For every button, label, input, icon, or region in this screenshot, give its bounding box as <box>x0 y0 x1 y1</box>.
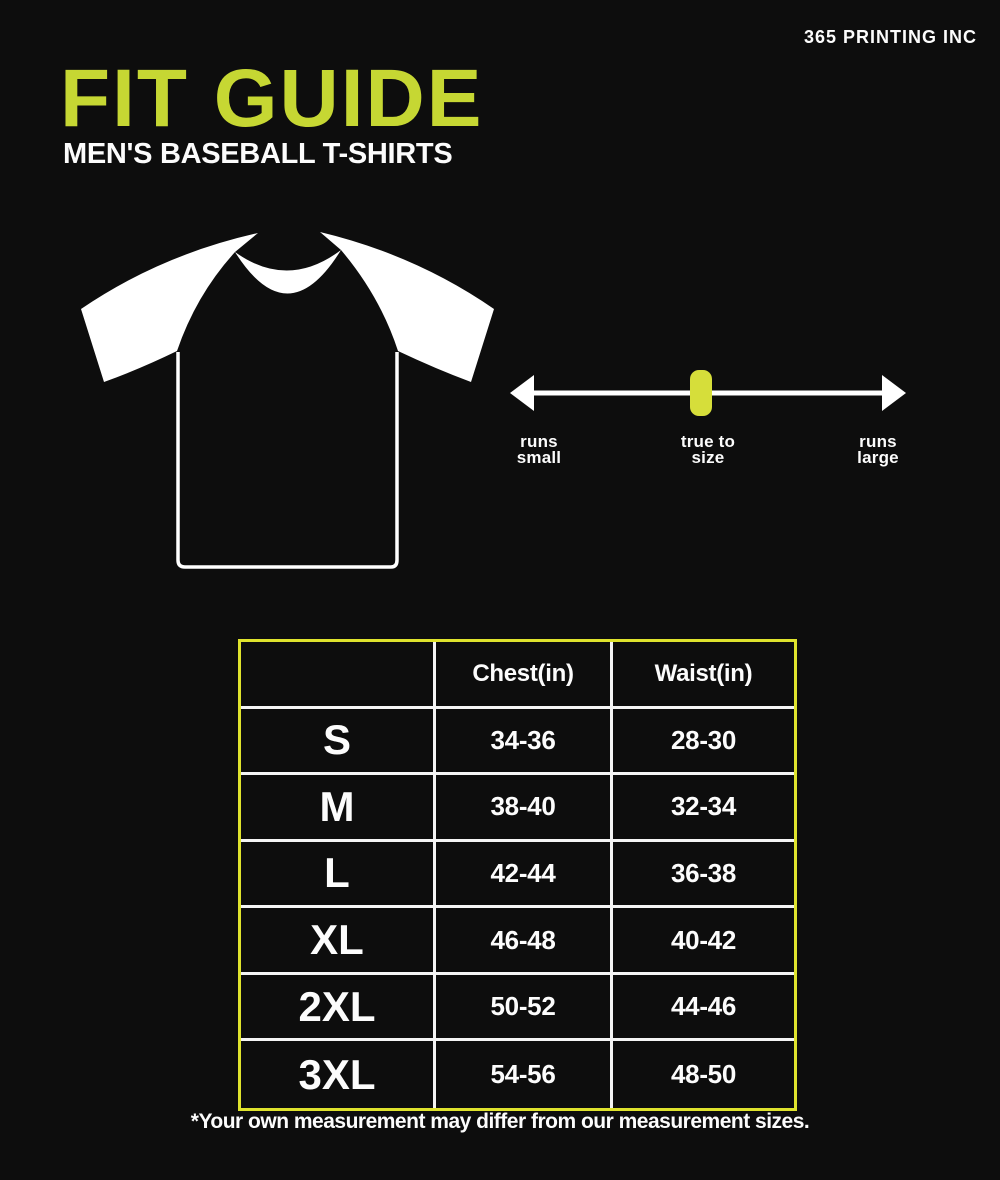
page-subtitle: MEN'S BASEBALL T-SHIRTS <box>63 138 453 170</box>
waist-cell: 48-50 <box>671 1059 736 1090</box>
tshirt-left-sleeve-icon <box>81 233 258 382</box>
scale-label-runs-small: runs small <box>516 432 562 467</box>
chest-cell: 42-44 <box>436 841 613 909</box>
chest-cell: 54-56 <box>436 1041 613 1108</box>
column-header-size <box>241 642 436 709</box>
arrow-left-icon <box>510 375 534 411</box>
chest-cell: 50-52 <box>436 974 613 1042</box>
scale-label-runs-large: runs large <box>857 432 899 467</box>
waist-cell: 36-38 <box>613 842 794 909</box>
waist-cell: 40-42 <box>613 908 794 975</box>
size-chart-table: Chest(in) Waist(in) S 34-36 28-30 M 38-4… <box>238 639 797 1111</box>
brand-name: 365 PRINTING INC <box>803 27 977 47</box>
size-cell: S <box>241 708 436 776</box>
tshirt-right-sleeve-icon <box>320 232 494 382</box>
size-cell: XL <box>241 908 436 975</box>
tshirt-body-outline <box>176 352 399 569</box>
page-title: FIT GUIDE <box>60 53 484 144</box>
size-cell: 2XL <box>241 974 436 1042</box>
measurement-disclaimer: *Your own measurement may differ from ou… <box>190 1110 810 1133</box>
scale-label-true-to-size: true to size <box>680 432 736 467</box>
size-cell: M <box>241 775 436 842</box>
waist-cell: 32-34 <box>613 775 794 842</box>
column-header-chest: Chest(in) <box>436 642 613 709</box>
fit-marker <box>690 370 712 416</box>
tshirt-collar-icon <box>235 250 341 294</box>
waist-cell: 28-30 <box>613 709 794 776</box>
baseball-tshirt-illustration <box>81 232 494 569</box>
chest-cell: 38-40 <box>436 775 613 842</box>
chest-cell: 46-48 <box>436 908 613 975</box>
chest-cell: 34-36 <box>436 708 613 776</box>
fit-scale <box>510 370 906 416</box>
size-cell: L <box>241 841 436 909</box>
waist-cell: 44-46 <box>613 975 794 1042</box>
column-header-waist: Waist(in) <box>613 642 794 709</box>
size-cell: 3XL <box>241 1041 436 1108</box>
arrow-right-icon <box>882 375 906 411</box>
